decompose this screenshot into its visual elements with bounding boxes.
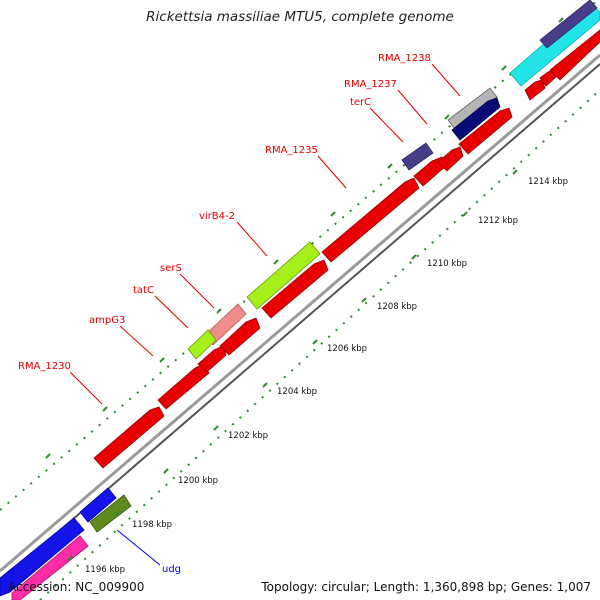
feature-rma-1238-gray[interactable] (447, 87, 498, 130)
outer-tick-ring (0, 0, 600, 511)
scale-label-1198: 1198 kbp (132, 520, 172, 530)
gene-label-ampg3[interactable]: ampG3 (89, 315, 125, 326)
label-leader-lines (69, 63, 461, 405)
feature-rma-1235-arrow[interactable] (321, 177, 420, 263)
feature-rma-1230-arrow[interactable] (93, 406, 165, 469)
forward-strand-row[interactable] (93, 29, 600, 469)
feature-rma-1238-arrow[interactable] (458, 107, 513, 155)
gene-label-rma-1230[interactable]: RMA_1230 (18, 361, 71, 372)
scale-label-1200: 1200 kbp (178, 476, 218, 486)
scale-label-1208: 1208 kbp (377, 302, 417, 312)
gene-label-sers[interactable]: serS (160, 263, 182, 274)
map-title: Rickettsia massiliae MTU5, complete geno… (146, 9, 454, 25)
feature-tatc-green[interactable] (187, 329, 217, 360)
udg-leader-line (116, 529, 161, 566)
feature-right-red-3[interactable] (549, 29, 600, 81)
feature-virb4-2-arrow[interactable] (261, 259, 329, 319)
feature-sers-arrow[interactable] (219, 317, 261, 356)
map-footer: Accession: NC_009900 Topology: circular;… (0, 574, 600, 600)
genome-summary-text: Topology: circular; Length: 1,360,898 bp… (261, 580, 591, 594)
accession-text: Accession: NC_009900 (8, 580, 145, 594)
scale-label-1210: 1210 kbp (427, 259, 467, 269)
gene-label-tatc[interactable]: tatC (133, 285, 154, 296)
gene-label-rma-1238[interactable]: RMA_1238 (378, 53, 431, 64)
outer-major-ticks (45, 17, 564, 459)
scale-labels: 1214 kbp 1212 kbp 1210 kbp 1208 kbp 1206… (85, 177, 568, 575)
gene-labels: RMA_1238 RMA_1237 terC RMA_1235 virB4-2 … (18, 53, 431, 575)
scale-label-1212: 1212 kbp (478, 216, 518, 226)
gene-label-terc[interactable]: terC (350, 97, 371, 108)
gene-label-udg[interactable]: udg (162, 564, 181, 575)
gene-label-rma-1237[interactable]: RMA_1237 (344, 79, 397, 90)
scale-label-1196: 1196 kbp (85, 565, 125, 575)
backbone-outer-line (0, 53, 600, 573)
feature-olive-block[interactable] (89, 494, 132, 533)
inner-tick-ring (39, 89, 600, 600)
feature-rma-1237-arrow[interactable] (437, 146, 464, 172)
feature-virb4-2-green[interactable] (246, 241, 321, 310)
scale-label-1202: 1202 kbp (228, 431, 268, 441)
feature-blue-bottom[interactable] (0, 517, 85, 597)
feature-purple-top[interactable] (539, 0, 598, 49)
feature-terc-purple[interactable] (401, 142, 434, 171)
gene-label-rma-1235[interactable]: RMA_1235 (265, 145, 318, 156)
feature-udg-blue[interactable] (79, 487, 117, 523)
feature-right-red-1[interactable] (524, 79, 546, 101)
feature-navy-arrow[interactable] (451, 97, 501, 141)
scale-label-1206: 1206 kbp (327, 344, 367, 354)
inner-major-ticks (67, 169, 518, 561)
gene-label-virb4-2[interactable]: virB4-2 (199, 211, 235, 222)
scale-label-1214: 1214 kbp (528, 177, 568, 187)
feature-ampg3-arrow[interactable] (157, 363, 210, 410)
feature-magenta-bottom[interactable] (11, 535, 89, 600)
scale-label-1204: 1204 kbp (277, 387, 317, 397)
